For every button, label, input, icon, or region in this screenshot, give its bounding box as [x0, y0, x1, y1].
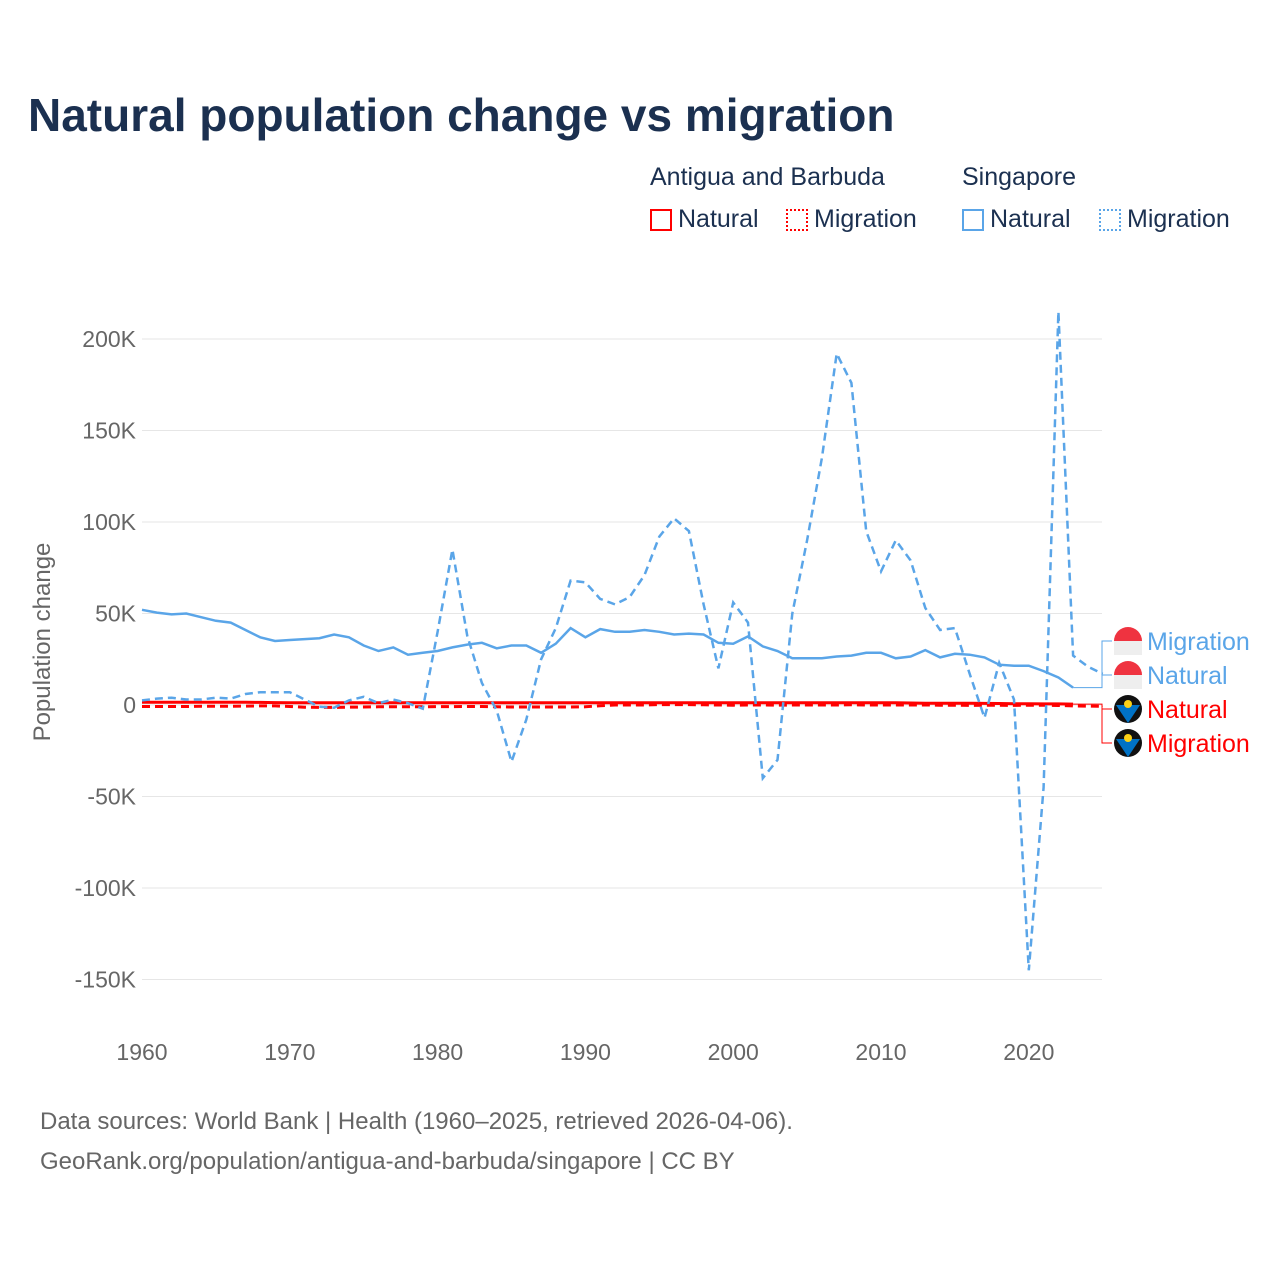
x-tick-label: 2000	[708, 1039, 759, 1065]
legend-group-antigua: Antigua and Barbuda	[650, 163, 885, 191]
label-connector	[1073, 674, 1112, 689]
legend-label: Migration	[814, 205, 917, 233]
legend-antigua-migration[interactable]: Migration	[786, 205, 917, 234]
end-label: Natural	[1147, 662, 1228, 690]
flag-stripe	[1116, 705, 1140, 723]
flag-sun	[1124, 734, 1132, 742]
flag-stripe	[1116, 739, 1140, 757]
y-tick-label: 150K	[82, 418, 136, 444]
legend-swatch	[786, 209, 808, 231]
source-line-1: Data sources: World Bank | Health (1960–…	[40, 1108, 793, 1135]
legend-antigua-natural[interactable]: Natural	[650, 205, 759, 234]
x-tick-label: 1970	[264, 1039, 315, 1065]
series-line-singapore-natural	[141, 608, 1074, 689]
x-tick-label: 2020	[1003, 1039, 1054, 1065]
source-line-2[interactable]: GeoRank.org/population/antigua-and-barbu…	[40, 1148, 735, 1175]
legend-label: Migration	[1127, 205, 1230, 233]
series-line-antigua-and-barbuda-migration	[142, 703, 1103, 709]
end-label: Migration	[1147, 730, 1250, 758]
y-tick-label: 0	[123, 692, 136, 718]
flag-sun	[1124, 700, 1132, 708]
y-tick-label: -100K	[75, 875, 137, 901]
legend-label: Natural	[678, 205, 759, 233]
x-tick-label: 1980	[412, 1039, 463, 1065]
y-tick-label: -50K	[87, 784, 136, 810]
y-axis-label: Population change	[29, 543, 56, 742]
series-line-singapore-migration	[141, 311, 1104, 971]
y-tick-label: -150K	[75, 967, 137, 993]
series-line-antigua-and-barbuda-natural	[142, 700, 1074, 706]
x-tick-label: 2010	[855, 1039, 906, 1065]
legend-group-singapore: Singapore	[962, 163, 1076, 191]
legend-singapore-migration[interactable]: Migration	[1099, 205, 1230, 234]
x-tick-label: 1960	[116, 1039, 167, 1065]
end-label: Migration	[1147, 628, 1250, 656]
y-tick-label: 50K	[95, 601, 137, 627]
y-tick-label: 100K	[82, 509, 136, 535]
legend-singapore-natural[interactable]: Natural	[962, 205, 1071, 234]
label-connector	[1101, 705, 1112, 744]
legend-swatch	[650, 209, 672, 231]
flag-stripe	[1114, 641, 1142, 655]
legend-swatch	[962, 209, 984, 231]
end-label: Natural	[1147, 696, 1228, 724]
legend-swatch	[1099, 209, 1121, 231]
x-tick-label: 1990	[560, 1039, 611, 1065]
flag-stripe	[1114, 675, 1142, 689]
legend-label: Natural	[990, 205, 1071, 233]
label-connector	[1101, 640, 1112, 675]
chart-title: Natural population change vs migration	[28, 89, 895, 141]
y-tick-label: 200K	[82, 326, 136, 352]
